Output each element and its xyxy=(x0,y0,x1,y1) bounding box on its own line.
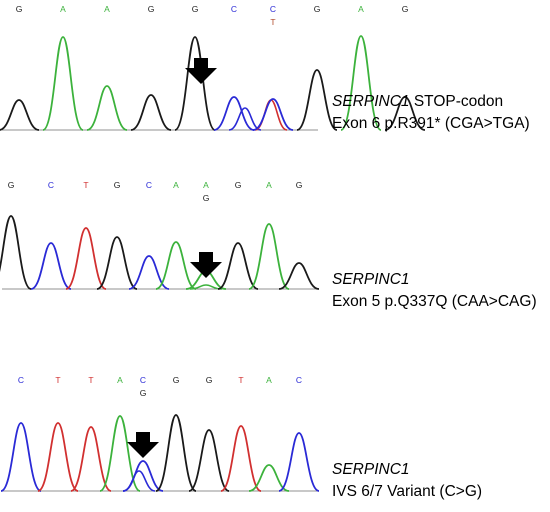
caption-line-1: SERPINC1 STOP-codon xyxy=(332,91,530,113)
base-call-letter: G xyxy=(206,375,213,385)
variant-base-letter: T xyxy=(270,17,275,27)
base-call-letter: C xyxy=(231,4,237,14)
trace-peak xyxy=(128,255,170,290)
trace-peak xyxy=(155,414,197,492)
base-call-letter: G xyxy=(173,375,180,385)
trace-peak xyxy=(122,460,164,492)
trace-peak xyxy=(30,242,72,290)
trace-peak xyxy=(0,215,32,290)
arrow-down-icon xyxy=(190,252,222,278)
caption-line-2: Exon 6 p.R391* (CGA>TGA) xyxy=(332,115,530,132)
arrow-down-icon xyxy=(127,432,159,458)
arrow-down-icon xyxy=(185,58,217,84)
base-call-letter: A xyxy=(173,180,179,190)
trace-peak xyxy=(213,96,255,131)
chromatogram-panel-1: G A A G G C C G A G T xyxy=(0,4,426,131)
chromatogram-panel-2: G C T G C A A G A GG xyxy=(0,180,320,290)
caption-line-2: Exon 5 p.Q337Q (CAA>CAG) xyxy=(332,293,537,310)
variant-base-letter: G xyxy=(203,193,210,203)
base-call-letter: C xyxy=(48,180,54,190)
base-call-letter: G xyxy=(8,180,15,190)
caption-line-2: IVS 6/7 Variant (C>G) xyxy=(332,483,483,500)
gene-name: SERPINC1 xyxy=(332,461,410,478)
base-call-letter: A xyxy=(358,4,364,14)
trace-peak xyxy=(252,98,294,131)
caption-line-1: SERPINC1 xyxy=(332,269,537,291)
base-call-letter: G xyxy=(114,180,121,190)
trace-peak xyxy=(65,227,107,290)
base-call-letter: G xyxy=(314,4,321,14)
trace-peak xyxy=(96,236,138,290)
base-call-letter: A xyxy=(104,4,110,14)
base-call-letter: G xyxy=(16,4,23,14)
trace-peak xyxy=(42,36,84,131)
trace-peak xyxy=(296,69,338,131)
secondary-peak xyxy=(189,284,223,290)
variant-base-letter: G xyxy=(140,388,147,398)
chromatogram-panel-3: C T T A C G G T A CG xyxy=(0,375,320,492)
base-call-letter: A xyxy=(203,180,209,190)
trace-peak xyxy=(248,464,290,492)
base-call-letter: C xyxy=(146,180,152,190)
trace-peak xyxy=(155,241,197,290)
trace-peak xyxy=(220,425,262,492)
caption-line-1: SERPINC1 xyxy=(332,459,482,481)
trace-peak xyxy=(86,85,128,131)
base-call-letter: C xyxy=(270,4,276,14)
caption-panel-2: SERPINC1 Exon 5 p.Q337Q (CAA>CAG) xyxy=(332,269,537,313)
base-call-letter: G xyxy=(235,180,242,190)
trace-peak xyxy=(99,415,141,492)
base-call-letter: A xyxy=(117,375,123,385)
gene-name: SERPINC1 xyxy=(332,93,410,110)
trace-peak xyxy=(174,36,216,131)
base-call-letter: G xyxy=(402,4,409,14)
base-call-letter: C xyxy=(140,375,146,385)
trace-peak xyxy=(70,426,112,492)
base-call-letter: C xyxy=(18,375,24,385)
trace-peak xyxy=(217,242,259,290)
base-call-letter: G xyxy=(148,4,155,14)
base-call-letter: G xyxy=(296,180,303,190)
trace-peak xyxy=(37,422,79,492)
gene-name: SERPINC1 xyxy=(332,271,410,288)
caption-panel-1: SERPINC1 STOP-codon Exon 6 p.R391* (CGA>… xyxy=(332,91,530,135)
base-call-letter: T xyxy=(55,375,60,385)
caption-panel-3: SERPINC1 IVS 6/7 Variant (C>G) xyxy=(332,459,482,503)
trace-peak xyxy=(248,223,290,290)
caption-suffix: STOP-codon xyxy=(409,93,504,110)
trace-peak xyxy=(278,262,320,290)
trace-peak xyxy=(278,432,320,492)
base-call-letter: C xyxy=(296,375,302,385)
base-call-letter: A xyxy=(60,4,66,14)
base-call-letter: T xyxy=(83,180,88,190)
base-call-letter: G xyxy=(192,4,199,14)
base-call-letter: A xyxy=(266,375,272,385)
trace-peak xyxy=(130,94,172,131)
trace-peak xyxy=(0,422,42,492)
trace-peak xyxy=(0,99,40,131)
base-call-letter: T xyxy=(88,375,93,385)
base-call-letter: A xyxy=(266,180,272,190)
trace-peak xyxy=(188,429,230,492)
trace-peak xyxy=(340,35,382,131)
secondary-peak xyxy=(228,107,262,131)
base-call-letter: T xyxy=(238,375,243,385)
trace-peak xyxy=(384,96,426,131)
